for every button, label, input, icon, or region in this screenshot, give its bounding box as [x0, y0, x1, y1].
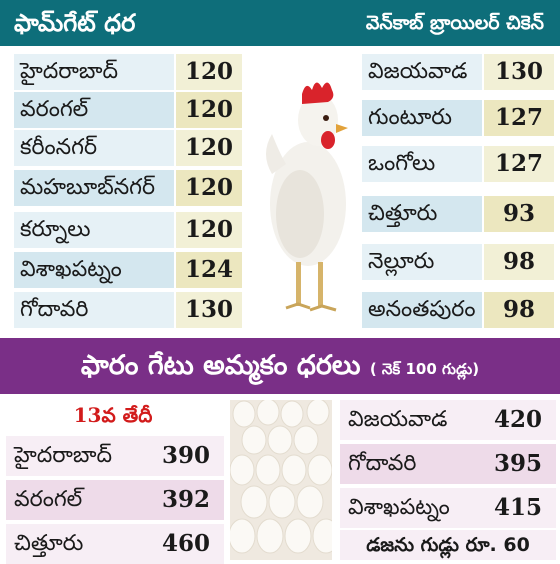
table-row: గోదావరి 395	[340, 444, 556, 484]
city-name: వరంగల్	[14, 92, 174, 128]
city-name: చిత్తూరు	[6, 524, 150, 564]
price-value: 120	[176, 92, 242, 128]
date-label: 13వ తేదీ	[73, 403, 153, 427]
farm-gate-sale-price-title: ఫారం గేటు అమ్మకం ధరలు ( నెక్ 100 గుడ్లు)	[0, 338, 560, 394]
city-name: అనంతపురం	[362, 292, 482, 328]
price-value: 460	[150, 524, 224, 564]
egg-header-title: ఫారం గేటు అమ్మకం ధరలు	[80, 350, 361, 381]
price-value: 390	[150, 436, 224, 476]
table-row: కరీంనగర్ 120	[14, 130, 242, 166]
table-row: వరంగల్ 392	[6, 480, 224, 520]
table-row: గోదావరి 130	[14, 292, 242, 328]
table-row: ఒంగోలు 127	[362, 146, 554, 182]
vencob-broiler-chicken-title: వెన్‌కాబ్ బ్రాయిలర్ చికెన్	[365, 12, 544, 34]
table-row: చిత్తూరు 460	[6, 524, 224, 564]
city-name: ఒంగోలు	[362, 146, 482, 182]
table-row: హైదరాబాద్ 120	[14, 54, 242, 90]
city-name: గోదావరి	[340, 444, 480, 484]
table-row: గుంటూరు 127	[362, 100, 554, 136]
city-name: చిత్తూరు	[362, 196, 482, 232]
table-row: చిత్తూరు 93	[362, 196, 554, 232]
price-value: 93	[484, 196, 554, 232]
city-name: నెల్లూరు	[362, 244, 482, 280]
price-value: 120	[176, 130, 242, 166]
city-name: మహబూబ్‌నగర్	[14, 170, 174, 206]
table-row: విజయవాడ 130	[362, 54, 554, 90]
price-value: 127	[484, 100, 554, 136]
egg-header-bar: ఫారం గేటు అమ్మకం ధరలు ( నెక్ 100 గుడ్లు)	[0, 338, 560, 394]
table-row: నెల్లూరు 98	[362, 244, 554, 280]
eggs-icon	[228, 398, 340, 560]
table-row: విశాఖపట్నం 415	[340, 488, 556, 528]
table-row: అనంతపురం 98	[362, 292, 554, 328]
price-value: 420	[480, 400, 556, 440]
farm-gate-price-title: ఫామ్‌గేట్ ధర	[14, 9, 136, 37]
city-name: హైదరాబాద్	[14, 54, 174, 90]
chicken-illustration	[258, 54, 362, 326]
price-value: 98	[484, 292, 554, 328]
city-name: విశాఖపట్నం	[340, 488, 480, 528]
city-name: గోదావరి	[14, 292, 174, 328]
price-value: 395	[480, 444, 556, 484]
broiler-header-bar: ఫామ్‌గేట్ ధర వెన్‌కాబ్ బ్రాయిలర్ చికెన్	[0, 0, 560, 46]
city-name: విజయవాడ	[362, 54, 482, 90]
price-value: 130	[176, 292, 242, 328]
city-name: హైదరాబాద్	[6, 436, 150, 476]
city-name: గుంటూరు	[362, 100, 482, 136]
price-value: 120	[176, 170, 242, 206]
dozen-eggs-price-note: డజను గుడ్లు రూ. 60	[340, 530, 556, 560]
table-row: వరంగల్ 120	[14, 92, 242, 128]
city-name: విశాఖపట్నం	[14, 252, 174, 288]
city-name: కరీంనగర్	[14, 130, 174, 166]
egg-header-subtitle: ( నెక్ 100 గుడ్లు)	[369, 360, 480, 378]
price-value: 120	[176, 54, 242, 90]
price-value: 120	[176, 212, 242, 248]
price-value: 127	[484, 146, 554, 182]
eggs-illustration	[228, 398, 340, 560]
chicken-icon	[266, 82, 348, 312]
price-value: 124	[176, 252, 242, 288]
price-value: 392	[150, 480, 224, 520]
table-row: విశాఖపట్నం 124	[14, 252, 242, 288]
price-value: 98	[484, 244, 554, 280]
price-value: 130	[484, 54, 554, 90]
table-row: మహబూబ్‌నగర్ 120	[14, 170, 242, 206]
table-row: హైదరాబాద్ 390	[6, 436, 224, 476]
city-name: వరంగల్	[6, 480, 150, 520]
table-row: విజయవాడ 420	[340, 400, 556, 440]
city-name: కర్నూలు	[14, 212, 174, 248]
table-row: కర్నూలు 120	[14, 212, 242, 248]
city-name: విజయవాడ	[340, 400, 480, 440]
price-value: 415	[480, 488, 556, 528]
